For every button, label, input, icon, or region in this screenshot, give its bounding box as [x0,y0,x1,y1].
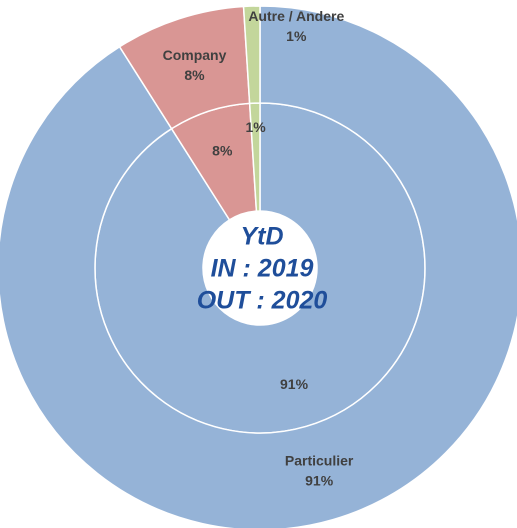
center-inner-series: IN : 2019 [211,255,314,283]
center-title: YtD [240,223,283,251]
inner-value-label: 8% [212,143,233,159]
slice [242,5,261,105]
inner-value-label: 1% [245,119,266,135]
outer-value-label: 8% [184,67,205,83]
rings [0,5,517,528]
slice [0,5,517,528]
outer-category-label: Particulier [285,452,354,468]
center-outer-series: OUT : 2020 [197,287,328,315]
outer-category-label: Company [163,47,227,63]
labels: 91% 8% 1% Particulier 91% Company 8% Autre / An… [163,8,354,488]
outer-value-label: 1% [286,28,307,44]
outer-value-label: 91% [305,472,334,488]
outer-category-label: Autre / Andere [248,8,344,24]
inner-value-label: 91% [280,376,309,392]
